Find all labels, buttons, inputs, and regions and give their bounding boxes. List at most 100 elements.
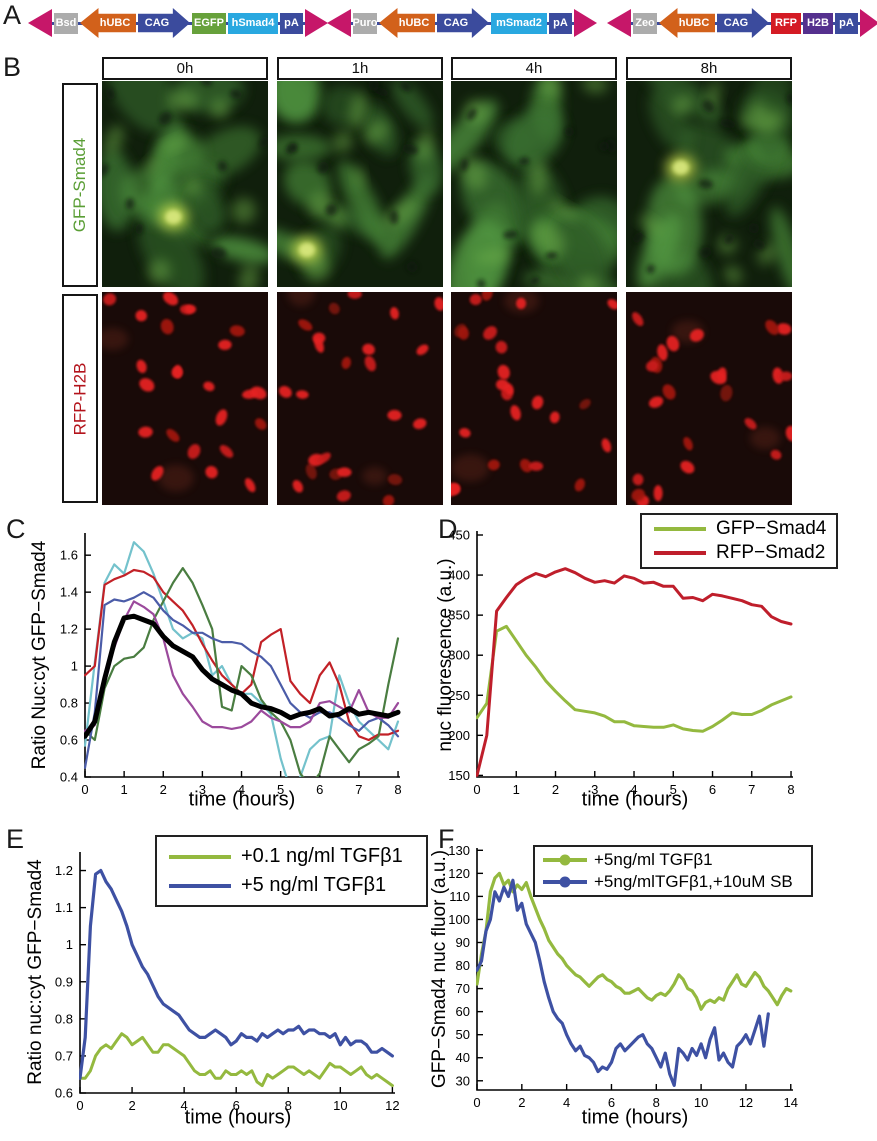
row-label-rfp-h2b: RFP-H2B	[62, 294, 98, 503]
micrograph-rfp-0h	[102, 292, 268, 505]
chartC-svg: 0 1 2 3 4 5 6 7 8 0.4 0.6 0.8 1 1.2 1.4 1.6	[60, 533, 402, 797]
x-tick-label: 1	[121, 782, 128, 797]
xlabel-f: time (hours)	[581, 1106, 689, 1129]
x-tick-label: 2	[160, 782, 167, 797]
legend-panel-f: +5ng/ml TGFβ1 +5ng/mlTGFβ1,+10uM SB	[533, 845, 813, 897]
x-tick-label: 4	[238, 782, 245, 797]
micrograph-gfp-0h	[102, 81, 268, 287]
y-tick-label: 60	[456, 1004, 470, 1019]
construct-segment-cag: CAG	[138, 8, 190, 38]
y-tick-label: 120	[448, 866, 470, 881]
timepoint-header-4h: 4h	[451, 57, 617, 80]
row-label-text: GFP-Smad4	[70, 137, 90, 233]
red-fluorescence-image	[626, 292, 792, 505]
y-tick-label: 1	[66, 937, 73, 952]
construct-segment-msmad2: mSmad2	[491, 12, 547, 34]
x-tick-label: 8	[285, 1098, 292, 1113]
chartD-svg: 0 1 2 3 4 5 6 7 8 150 200 250 300 350 400 450	[448, 528, 794, 797]
y-tick-label: 1.4	[60, 585, 78, 600]
legend-marker-dot	[559, 854, 571, 866]
construct-segment-pa: pA	[835, 12, 858, 34]
green-fluorescence-image	[451, 81, 617, 287]
x-tick-label: 0	[76, 1098, 83, 1113]
construct-segment-hubc: hUBC	[80, 8, 136, 38]
x-tick-label: 14	[784, 1095, 798, 1110]
y-tick-label: 40	[456, 1050, 470, 1065]
x-tick-label: 7	[355, 782, 362, 797]
series-line-+5 ng/ml TGFb1	[79, 868, 394, 1080]
x-tick-label: 3	[199, 782, 206, 797]
panel-label-e: E	[6, 824, 25, 854]
ylabel-d: nuc fluorescence (a.u.)	[435, 558, 456, 752]
y-tick-label: 80	[456, 958, 470, 973]
x-tick-label: 6	[316, 782, 323, 797]
ylabel-f: GFP−Smad4 nuc fluor (a.u.)	[429, 849, 450, 1089]
panel-label-f: F	[438, 824, 455, 854]
panel-label-d: D	[438, 514, 458, 544]
micrograph-rfp-1h	[277, 292, 443, 505]
y-tick-label: 0.8	[55, 1011, 73, 1026]
chart-ratio-nuc-cyt: 0 1 2 3 4 5 6 7 8 0.4 0.6 0.8 1 1.2 1.4 1.6	[0, 513, 432, 818]
construct-end-arrow	[305, 9, 328, 37]
y-tick-label: 200	[448, 728, 470, 743]
y-tick-label: 70	[456, 981, 470, 996]
x-tick-label: 5	[277, 782, 284, 797]
construct-end-arrow	[607, 9, 631, 37]
x-tick-label: 2	[552, 782, 559, 797]
red-fluorescence-image	[102, 292, 268, 505]
x-tick-label: 1	[513, 782, 520, 797]
chartF-svg: 0 2 4 6 8 10 12 14 30 40 50 60 70 80 90 100 110 120 130	[448, 843, 798, 1110]
legend-line-sample	[169, 854, 231, 859]
legend-label: +0.1 ng/ml TGFβ1	[241, 845, 403, 867]
y-tick-label: 400	[448, 568, 470, 583]
construct-segment-zeo: Zeo	[633, 12, 657, 34]
y-tick-label: 0.6	[55, 1086, 73, 1101]
x-tick-label: 0	[473, 1095, 480, 1110]
series-line-+5ng/mlTGFb1,+10uM SB	[476, 878, 770, 1087]
chart-sb-inhibitor: 0 2 4 6 8 10 12 14 30 40 50 60 70 80 90 100 110 120 130	[432, 822, 877, 1141]
construct-msmad2: Puro hUBC CAG mSmad2 pA	[327, 5, 599, 41]
xlabel-c: time (hours)	[188, 788, 296, 811]
chartE-svg: 0 2 4 6 8 10 12 0.6 0.7 0.8 0.9 1 1.1 1.2	[55, 852, 400, 1113]
x-tick-label: 2	[128, 1098, 135, 1113]
construct-segment-hsmad4: hSmad4	[228, 12, 278, 34]
x-tick-label: 5	[670, 782, 677, 797]
y-tick-label: 450	[448, 528, 470, 543]
x-tick-label: 8	[394, 782, 401, 797]
x-tick-label: 6	[709, 782, 716, 797]
panel-label-b: B	[3, 52, 22, 82]
construct-segment-puro: Puro	[352, 12, 378, 34]
y-tick-label: 90	[456, 935, 470, 950]
xlabel-e: time (hours)	[184, 1106, 292, 1129]
legend-entry: +0.1 ng/ml TGFβ1	[169, 845, 420, 868]
series-line-cell-trace-2	[84, 568, 400, 742]
legend-entry: +5ng/ml TGFβ1	[543, 850, 805, 870]
legend-entry: GFP−Smad4	[654, 518, 830, 540]
construct-segment-h2b: H2B	[803, 12, 833, 34]
x-tick-label: 3	[591, 782, 598, 797]
series-line-RFP-Smad2	[476, 567, 793, 777]
legend-label: +5ng/mlTGFβ1,+10uM SB	[594, 871, 793, 891]
series-line-mean-trace	[84, 613, 401, 739]
x-tick-label: 6	[233, 1098, 240, 1113]
series-line-+5ng/ml TGFb1	[476, 871, 793, 1011]
y-tick-label: 250	[448, 688, 470, 703]
red-fluorescence-image	[451, 292, 617, 505]
y-tick-label: 0.6	[60, 733, 78, 748]
xlabel-d: time (hours)	[581, 788, 689, 811]
x-tick-label: 4	[563, 1095, 570, 1110]
x-tick-label: 10	[333, 1098, 347, 1113]
construct-end-arrow	[327, 9, 351, 37]
construct-segment-pa: pA	[549, 12, 572, 34]
y-tick-label: 1.1	[55, 900, 73, 915]
y-tick-label: 130	[448, 843, 470, 858]
chart-nuc-fluorescence: 0 1 2 3 4 5 6 7 8 150 200 250 300 350 400 450	[432, 513, 877, 818]
y-tick-label: 1	[71, 659, 78, 674]
x-tick-label: 0	[473, 782, 480, 797]
y-tick-label: 1.6	[60, 548, 78, 563]
green-fluorescence-image	[102, 81, 268, 287]
ylabel-c: Ratio Nuc:cyt GFP−Smad4	[29, 540, 50, 770]
timepoint-header-8h: 8h	[626, 57, 792, 80]
timepoint-header-0h: 0h	[102, 57, 268, 80]
